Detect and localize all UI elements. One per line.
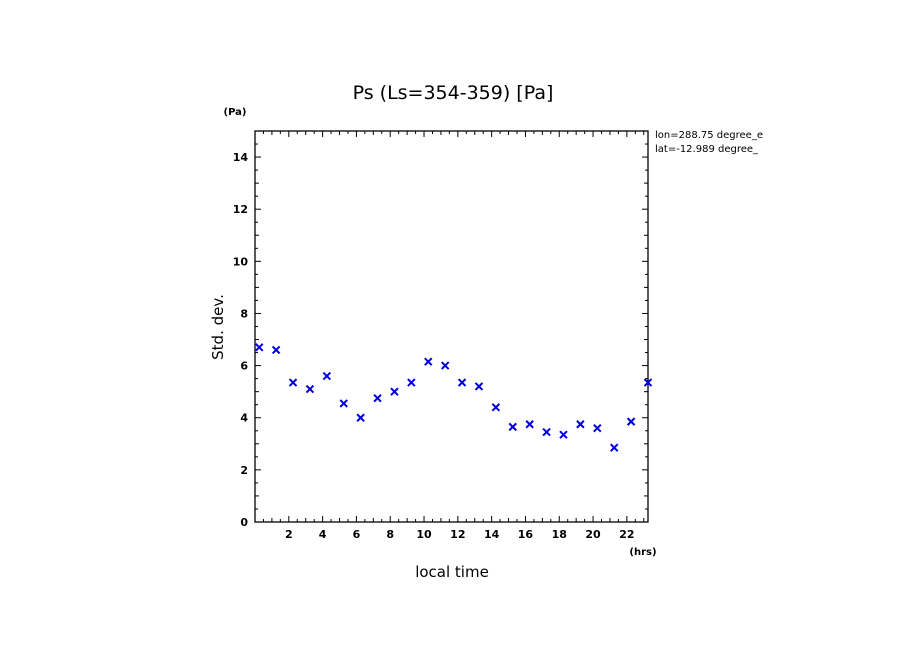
y-tick-label: 4: [240, 412, 248, 425]
y-axis-label: Std. dev.: [209, 294, 227, 360]
data-point: [390, 387, 399, 396]
data-point: [474, 382, 484, 391]
data-point: [542, 427, 551, 437]
data-point: [288, 378, 298, 387]
x-tick-label: 12: [450, 528, 465, 541]
data-point: [457, 378, 467, 387]
x-tick-label: 8: [386, 528, 394, 541]
data-point: [305, 384, 315, 394]
data-point: [559, 430, 568, 439]
data-point: [440, 361, 450, 370]
x-tick-label: 10: [416, 528, 432, 541]
data-point: [626, 417, 636, 426]
annotation-crop-mask: [779, 125, 819, 160]
axis-tick-labels: 0 2 4 6 8 10 12 14 2 4 6 8 10 12 14 16 18 20 22: [233, 151, 635, 541]
y-unit-label: (Pa): [224, 107, 247, 118]
plot-frame: [254, 130, 649, 523]
data-point: [271, 345, 281, 355]
y-tick-label: 12: [233, 203, 248, 216]
data-points: [255, 343, 653, 452]
data-point: [322, 371, 332, 381]
annotation-lon: lon=288.75 degree_e: [655, 130, 763, 141]
chart-title: Ps (Ls=354-359) [Pa]: [353, 82, 554, 104]
x-tick-label: 22: [619, 528, 634, 541]
y-tick-label: 2: [240, 464, 248, 477]
data-point: [356, 413, 365, 422]
y-tick-label: 6: [240, 360, 248, 373]
y-tick-label: 10: [233, 255, 249, 268]
x-tick-label: 14: [484, 528, 500, 541]
data-point: [508, 422, 517, 432]
data-point: [373, 393, 382, 403]
axis-ticks: [254, 130, 648, 523]
x-tick-label: 4: [319, 528, 327, 541]
data-point: [643, 378, 653, 387]
data-point: [491, 403, 501, 412]
x-axis-label: local time: [415, 563, 489, 581]
data-point: [255, 343, 264, 352]
x-tick-label: 20: [585, 528, 601, 541]
x-tick-label: 18: [552, 528, 567, 541]
y-tick-label: 8: [240, 307, 248, 320]
data-point: [424, 357, 433, 366]
annotation-lat: lat=-12.989 degree_: [655, 144, 759, 155]
data-point: [576, 420, 585, 429]
data-point: [609, 443, 619, 452]
data-point: [339, 399, 348, 408]
x-tick-label: 6: [353, 528, 361, 541]
y-tick-label: 14: [233, 151, 249, 164]
x-unit-label: (hrs): [629, 547, 656, 558]
x-tick-label: 2: [285, 528, 293, 541]
data-point: [525, 420, 534, 429]
data-point: [593, 423, 602, 433]
x-tick-label: 16: [518, 528, 534, 541]
data-point: [407, 378, 416, 387]
y-tick-label: 0: [240, 516, 248, 529]
